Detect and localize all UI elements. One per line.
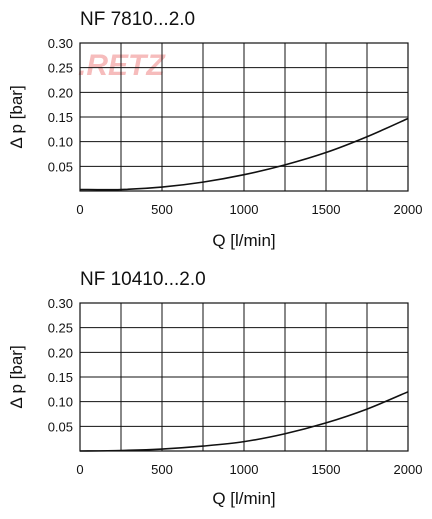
y-tick-label: 0.05 [48, 159, 73, 174]
y-tick-label: 0.05 [48, 419, 73, 434]
y-tick-label: 0.25 [48, 61, 73, 76]
x-tick-label: 2000 [394, 202, 423, 217]
x-axis-label: Q [l/min] [212, 489, 275, 508]
x-axis-label: Q [l/min] [212, 231, 275, 250]
x-tick-label: 1000 [230, 202, 259, 217]
chart-title: NF 10410...2.0 [80, 269, 206, 290]
x-tick-label: 500 [151, 202, 173, 217]
y-tick-label: 0.30 [48, 296, 73, 311]
y-tick-label: 0.15 [48, 370, 73, 385]
y-axis-label: Δ p [bar] [7, 345, 26, 408]
x-tick-label: 1500 [312, 462, 341, 477]
x-tick-label: 2000 [394, 462, 423, 477]
y-tick-label: 0.20 [48, 345, 73, 360]
series-line [79, 391, 409, 452]
y-tick-label: 0.30 [48, 36, 73, 51]
chart-nf-10410: NF 10410...2.0 0.05 0.10 0.15 0.20 0.25 0.30 0 5… [7, 269, 422, 508]
chart-nf-7810: NF 7810...2.0 0.05 0.10 0.15 0.20 0.25 0.30 0 50… [7, 9, 422, 250]
y-tick-label: 0.10 [48, 135, 73, 150]
plot-frame [79, 42, 409, 192]
x-tick-label: 0 [76, 462, 83, 477]
x-tick-label: 1000 [230, 462, 259, 477]
x-tick-label: 0 [76, 202, 83, 217]
chart-title: NF 7810...2.0 [80, 9, 195, 30]
y-tick-label: 0.20 [48, 85, 73, 100]
y-tick-label: 0.25 [48, 321, 73, 336]
plot-frame [79, 302, 409, 452]
y-tick-label: 0.15 [48, 110, 73, 125]
x-tick-label: 500 [151, 462, 173, 477]
watermark-logo: .RETZ [78, 49, 166, 82]
y-axis-label: Δ p [bar] [7, 85, 26, 148]
y-tick-label: 0.10 [48, 395, 73, 410]
x-tick-label: 1500 [312, 202, 341, 217]
series-line [79, 117, 409, 191]
